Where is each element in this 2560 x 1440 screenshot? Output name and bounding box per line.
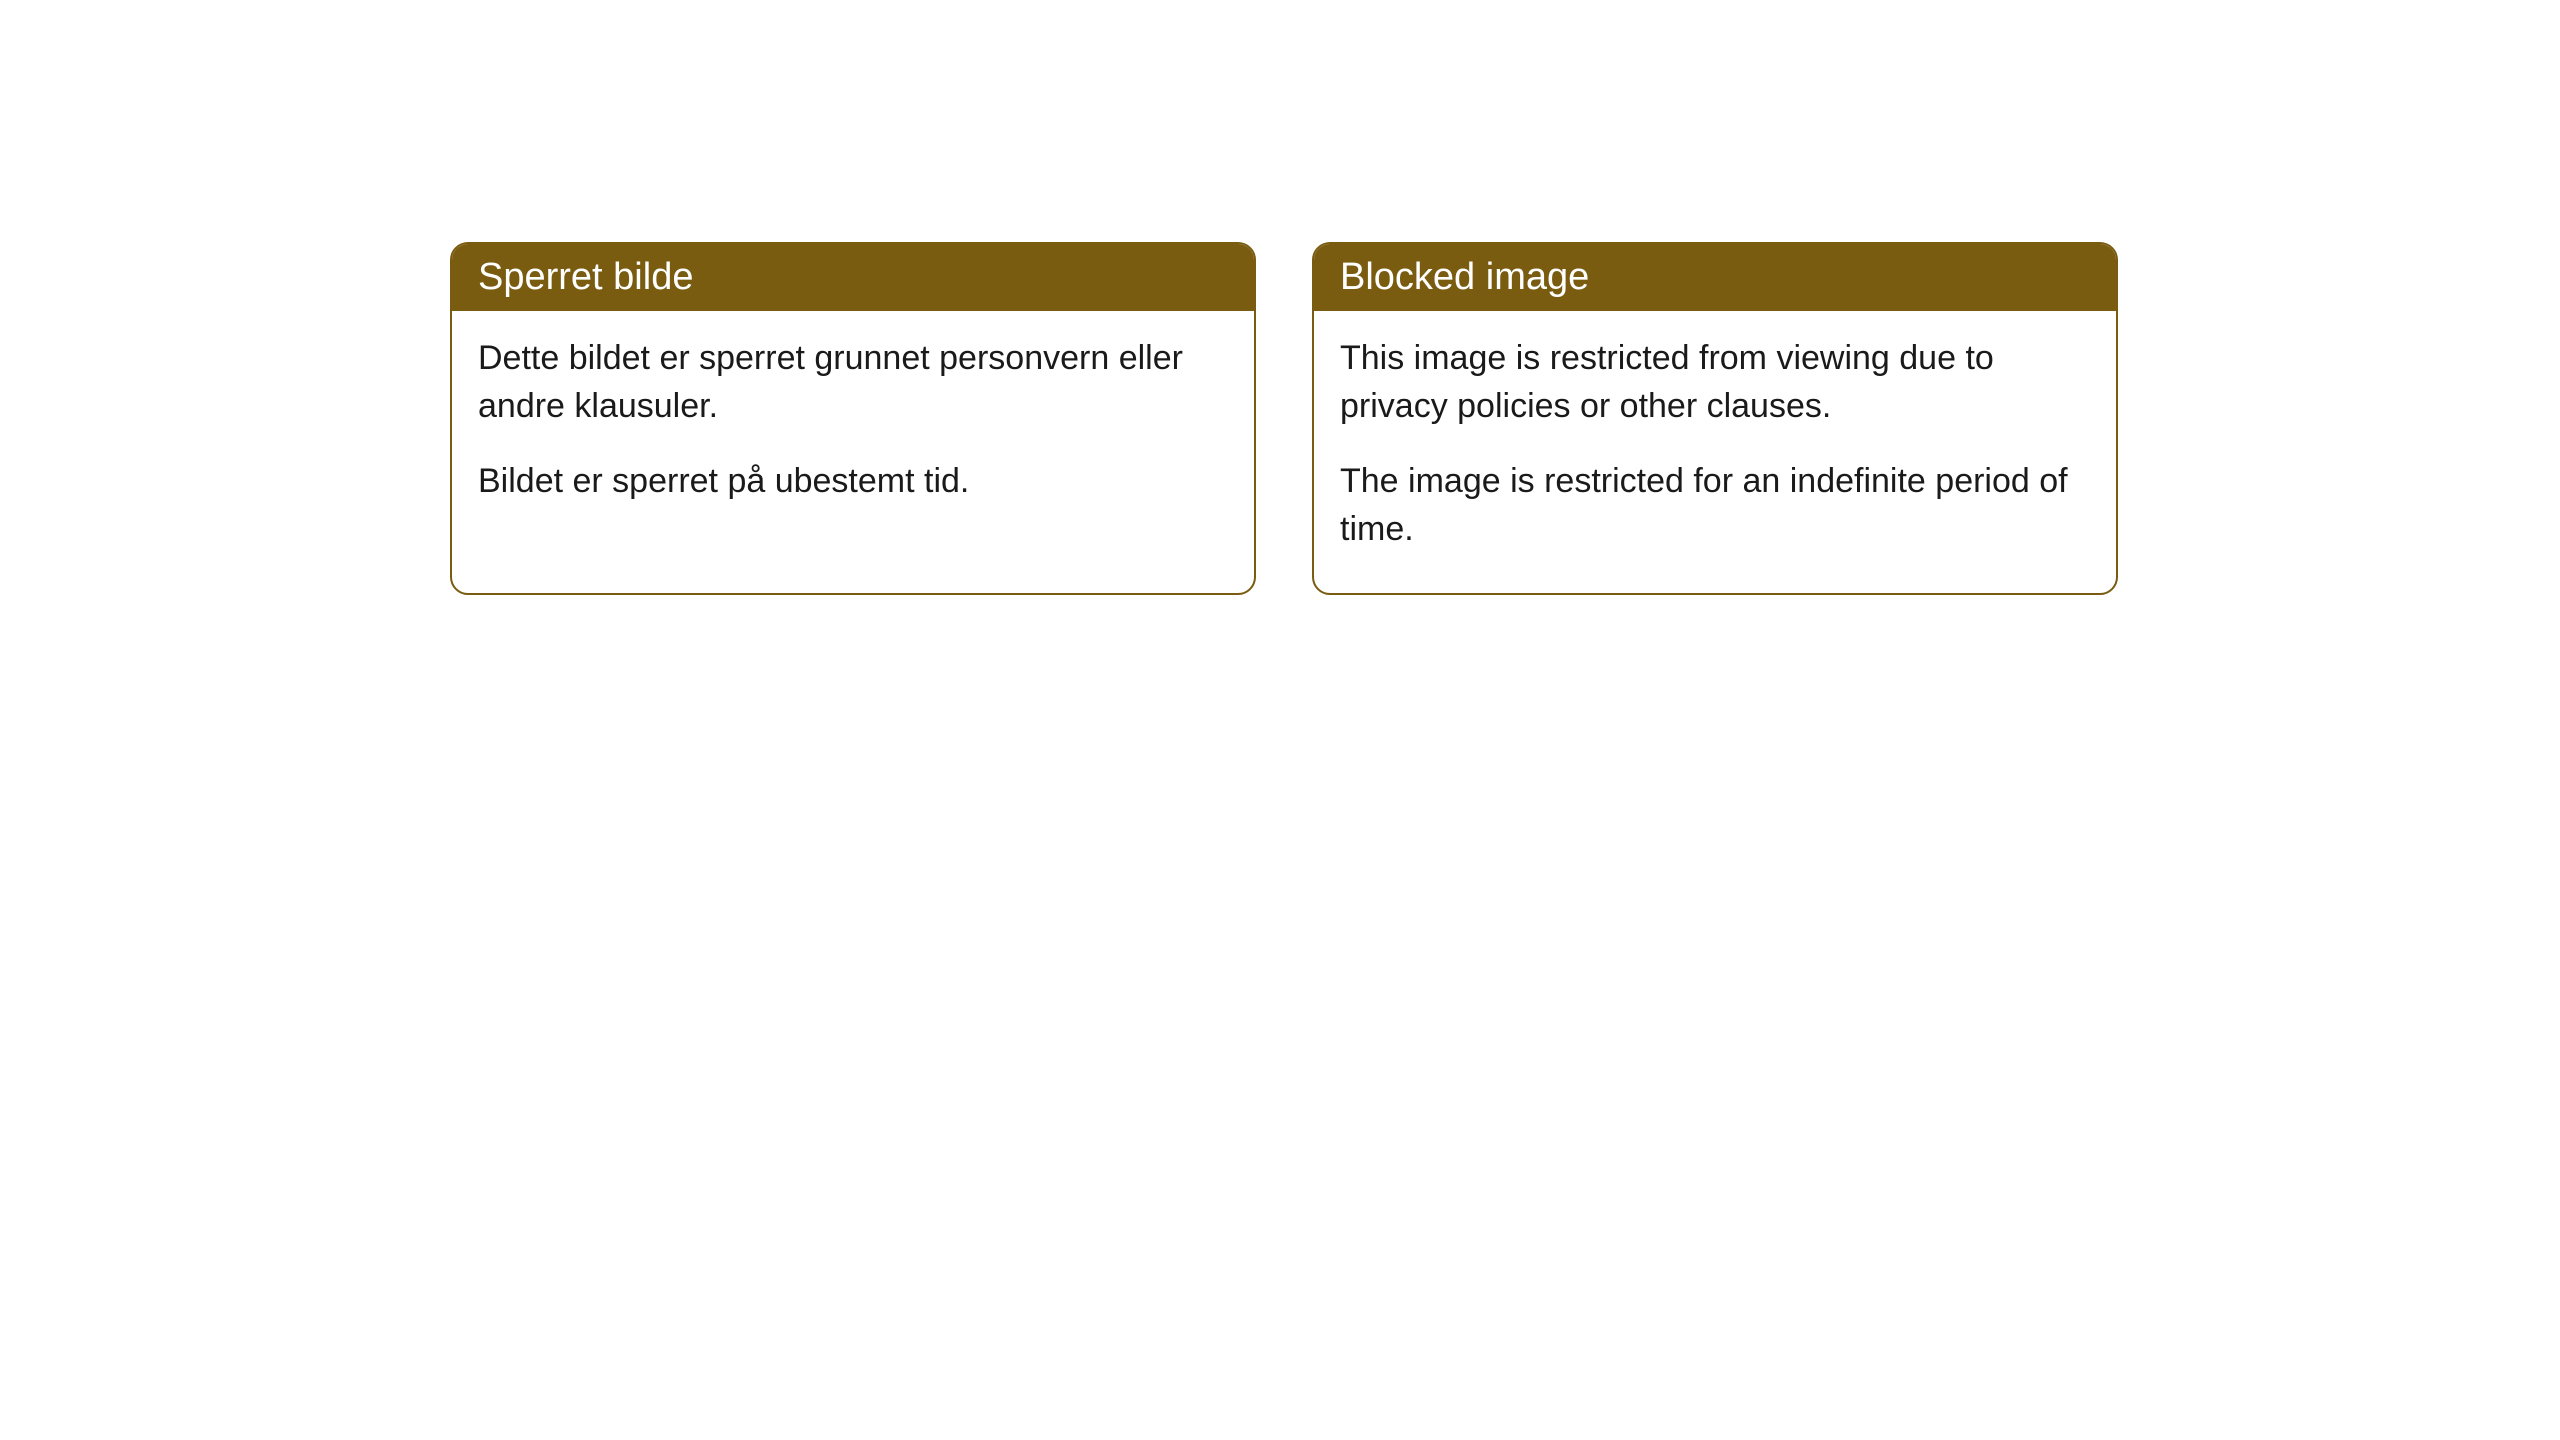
card-paragraph-en-1: This image is restricted from viewing du…	[1340, 335, 2090, 430]
card-paragraph-no-1: Dette bildet er sperret grunnet personve…	[478, 335, 1228, 430]
card-paragraph-no-2: Bildet er sperret på ubestemt tid.	[478, 458, 1228, 506]
blocked-image-card-no: Sperret bilde Dette bildet er sperret gr…	[450, 242, 1256, 595]
card-header-en: Blocked image	[1314, 244, 2116, 311]
card-body-en: This image is restricted from viewing du…	[1314, 311, 2116, 593]
card-header-no: Sperret bilde	[452, 244, 1254, 311]
card-body-no: Dette bildet er sperret grunnet personve…	[452, 311, 1254, 546]
blocked-image-card-en: Blocked image This image is restricted f…	[1312, 242, 2118, 595]
card-paragraph-en-2: The image is restricted for an indefinit…	[1340, 458, 2090, 553]
notice-container: Sperret bilde Dette bildet er sperret gr…	[450, 242, 2118, 595]
